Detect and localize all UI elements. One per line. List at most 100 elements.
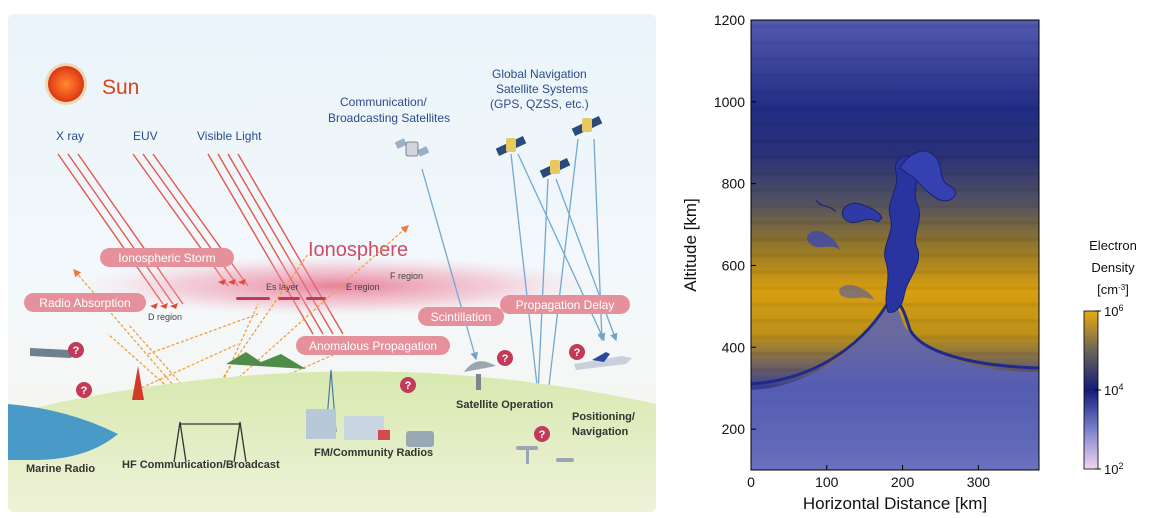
- plasma-bubble-plume: [815, 199, 883, 224]
- contour-band: [751, 139, 1039, 160]
- d-region-arrowheads: [150, 279, 246, 309]
- marine-radio-label: Marine Radio: [26, 463, 95, 475]
- svg-text:?: ?: [539, 429, 546, 441]
- visible-light-label: Visible Light: [197, 129, 262, 143]
- colorbar-unit: [cm-3]: [1097, 282, 1129, 297]
- comm-sat-label-line1: Communication/: [340, 95, 427, 109]
- ground: [8, 371, 656, 512]
- colorbar-title-line1: Electron: [1089, 238, 1137, 253]
- y-axis-ticks: 200 400 600 800 1000 1200: [714, 12, 756, 437]
- euv-label: EUV: [133, 129, 158, 143]
- chart-canvas: 0 100 200 300 200 400 600 800 1000 1200 Horizont…: [681, 12, 1137, 513]
- plasma-bubble-plume: [807, 230, 840, 250]
- d-region-label: D region: [148, 312, 182, 322]
- y-tick-label: 600: [722, 257, 746, 273]
- colorbar-tick-label: 106: [1104, 303, 1123, 319]
- question-mark-icon: ?: [400, 377, 416, 393]
- airplane-icon: [30, 348, 80, 358]
- svg-text:Ionospheric Storm: Ionospheric Storm: [118, 251, 215, 265]
- positioning-label-line2: Navigation: [572, 426, 629, 438]
- svg-text:Radio Absorption: Radio Absorption: [39, 296, 130, 310]
- x-axis-ticks: 0 100 200 300: [747, 465, 990, 490]
- gnss-satellite-icon: [571, 116, 603, 136]
- contour-band: [751, 73, 1039, 94]
- question-mark-icon: ?: [76, 382, 92, 398]
- svg-text:?: ?: [73, 345, 80, 357]
- y-axis-label: Altitude [km]: [681, 198, 700, 292]
- question-mark-icon: ?: [68, 342, 84, 358]
- x-axis-label: Horizontal Distance [km]: [803, 494, 987, 513]
- positioning-label-line1: Positioning/: [572, 411, 635, 423]
- radio-absorption-pill: Radio Absorption: [24, 293, 146, 312]
- electron-density-chart: 0 100 200 300 200 400 600 800 1000 1200 Horizont…: [660, 0, 1149, 518]
- colorbar: Electron Density [cm-3] 106 104 102: [1083, 238, 1137, 477]
- hf-antenna-icon: [173, 421, 247, 463]
- y-tick-label: 1200: [714, 12, 745, 28]
- gnss-satellite-icon: [495, 136, 527, 156]
- contour-band: [751, 122, 1039, 143]
- positioning-devices-icon: [516, 446, 574, 464]
- hf-communication-label: HF Communication/Broadcast: [122, 459, 280, 471]
- plasma-bubble-plume: [899, 150, 956, 202]
- ionosphere-band: [78, 256, 598, 316]
- y-tick-label: 400: [722, 339, 746, 355]
- question-mark-icon: ?: [569, 344, 585, 360]
- svg-text:Scintillation: Scintillation: [431, 310, 492, 324]
- sun-label: Sun: [102, 76, 139, 99]
- svg-text:?: ?: [574, 347, 581, 359]
- e-region-label: E region: [346, 282, 380, 292]
- gnss-satellite-icon: [539, 158, 571, 178]
- fm-radios-label: FM/Community Radios: [314, 447, 433, 459]
- scintillation-pill: Scintillation: [418, 307, 504, 326]
- question-mark-icon: ?: [497, 350, 513, 366]
- anomalous-propagation-pill: Anomalous Propagation: [296, 336, 450, 355]
- colorbar-ticks: 106 104 102: [1095, 303, 1123, 477]
- ionosphere-diagram: Sun X ray EUV Visible Light Ionosphere E…: [8, 14, 656, 512]
- contour-band: [751, 171, 1039, 192]
- comm-sat-label-line2: Broadcasting Satellites: [328, 111, 450, 125]
- x-tick-label: 200: [891, 474, 915, 490]
- sea: [8, 404, 118, 460]
- contour-band: [751, 106, 1039, 127]
- gnss-label-line2: Satellite Systems: [496, 82, 588, 96]
- satellite-operation-label: Satellite Operation: [456, 399, 553, 411]
- colorbar-tick-label: 104: [1104, 382, 1123, 398]
- gnss-label-line1: Global Navigation: [492, 67, 587, 81]
- ionosphere-label: Ionosphere: [308, 239, 408, 261]
- diagram-canvas: Sun X ray EUV Visible Light Ionosphere E…: [8, 14, 656, 512]
- x-tick-label: 0: [747, 474, 755, 490]
- ionospheric-storm-pill: Ionospheric Storm: [100, 248, 234, 267]
- radio-icon: [406, 431, 434, 447]
- es-layer-marks: [236, 297, 326, 300]
- parabolic-antenna-icon: [464, 361, 496, 390]
- contour-band: [751, 90, 1039, 110]
- contour-band: [751, 24, 1039, 45]
- contour-band: [751, 40, 1039, 61]
- buildings-icon: [306, 409, 390, 440]
- svg-text:?: ?: [405, 380, 412, 392]
- tokyo-tower-icon: [132, 366, 144, 400]
- question-mark-icon: ?: [534, 426, 550, 442]
- contour-band: [751, 57, 1039, 78]
- propagation-delay-pill: Propagation Delay: [500, 295, 630, 314]
- mountains: [226, 352, 306, 369]
- f-region-label: F region: [390, 271, 423, 281]
- airplane-icon: [574, 352, 632, 370]
- contour-band: [751, 20, 1039, 29]
- low-density-layer: [751, 305, 1039, 470]
- contour-band: [751, 155, 1039, 176]
- svg-text:?: ?: [502, 353, 509, 365]
- colorbar-tick-label: 102: [1104, 461, 1123, 477]
- y-tick-label: 200: [722, 421, 746, 437]
- x-tick-label: 100: [815, 474, 839, 490]
- y-tick-label: 1000: [714, 94, 745, 110]
- comm-satellite-icon: [394, 138, 430, 157]
- gnss-label-line3: (GPS, QZSS, etc.): [490, 97, 589, 111]
- y-tick-label: 800: [722, 176, 746, 192]
- x-tick-label: 300: [967, 474, 991, 490]
- xray-label: X ray: [56, 129, 84, 143]
- heatmap-field: [751, 20, 1039, 470]
- svg-text:Anomalous Propagation: Anomalous Propagation: [309, 339, 437, 353]
- plasma-bubble-plume: [839, 284, 874, 300]
- sun-icon: [45, 63, 87, 105]
